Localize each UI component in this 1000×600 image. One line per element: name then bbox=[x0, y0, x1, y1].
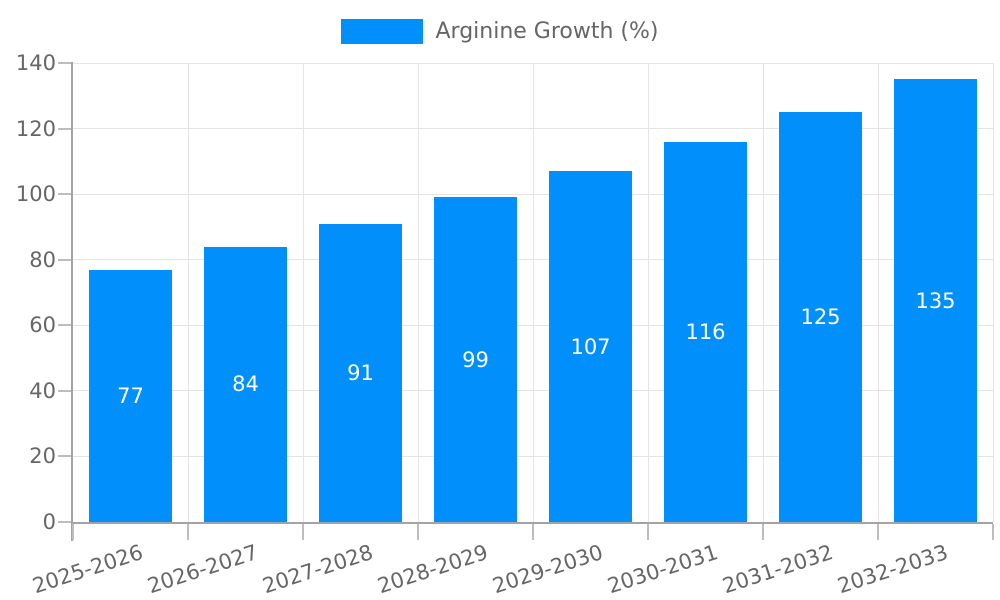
bar bbox=[664, 141, 747, 522]
x-tick-label: 2028-2029 bbox=[374, 540, 491, 599]
y-tick-label: 100 bbox=[15, 182, 56, 207]
x-tick bbox=[992, 524, 994, 540]
x-gridline bbox=[532, 63, 534, 522]
x-gridline bbox=[647, 63, 649, 522]
bar bbox=[89, 269, 172, 522]
bar-value-label: 77 bbox=[117, 383, 144, 408]
x-tick bbox=[532, 524, 534, 540]
y-tick bbox=[58, 324, 71, 327]
y-tick bbox=[58, 127, 71, 130]
bar bbox=[894, 79, 977, 522]
x-gridline bbox=[187, 63, 189, 522]
bar-value-label: 116 bbox=[685, 319, 726, 344]
x-gridline bbox=[877, 63, 879, 522]
y-tick-label: 20 bbox=[29, 444, 56, 469]
legend-label: Arginine Growth (%) bbox=[435, 19, 659, 44]
legend-item[interactable]: Arginine Growth (%) bbox=[341, 19, 659, 44]
y-tick bbox=[58, 62, 71, 64]
y-tick bbox=[58, 389, 71, 392]
y-tick bbox=[58, 258, 71, 261]
bar-value-label: 84 bbox=[232, 372, 259, 397]
x-tick bbox=[302, 524, 304, 540]
x-gridline bbox=[302, 63, 304, 522]
x-gridline bbox=[762, 63, 764, 522]
bar-value-label: 99 bbox=[462, 347, 489, 372]
x-tick-label: 2027-2028 bbox=[259, 540, 376, 599]
bar-value-label: 125 bbox=[800, 305, 841, 330]
x-tick-label: 2031-2032 bbox=[719, 540, 836, 599]
y-axis-line bbox=[71, 62, 73, 541]
x-tick bbox=[417, 524, 419, 540]
bar bbox=[549, 171, 632, 522]
x-tick bbox=[762, 524, 764, 540]
x-tick bbox=[187, 524, 189, 540]
bar bbox=[204, 246, 287, 522]
bar bbox=[779, 112, 862, 522]
y-tick-label: 40 bbox=[29, 378, 56, 403]
y-tick-label: 0 bbox=[42, 510, 56, 534]
y-tick-label: 120 bbox=[15, 116, 56, 141]
y-tick bbox=[58, 193, 71, 196]
y-tick bbox=[58, 521, 71, 523]
y-tick-label: 140 bbox=[15, 51, 56, 75]
bar-value-label: 135 bbox=[915, 288, 956, 313]
x-tick-label: 2026-2027 bbox=[144, 540, 261, 599]
x-gridline bbox=[417, 63, 419, 522]
y-tick-label: 60 bbox=[29, 313, 56, 338]
bar bbox=[434, 197, 517, 522]
x-gridline bbox=[992, 63, 994, 522]
bar-value-label: 107 bbox=[570, 334, 611, 359]
x-tick bbox=[877, 524, 879, 540]
legend: Arginine Growth (%) bbox=[0, 19, 1000, 44]
x-tick-label: 2032-2033 bbox=[834, 540, 951, 599]
x-tick-label: 2025-2026 bbox=[29, 540, 146, 599]
x-axis-line bbox=[71, 522, 993, 524]
bar bbox=[319, 223, 402, 522]
x-tick-label: 2030-2031 bbox=[604, 540, 721, 599]
x-tick-label: 2029-2030 bbox=[489, 540, 606, 599]
x-tick bbox=[72, 524, 74, 540]
y-tick-label: 80 bbox=[29, 247, 56, 272]
x-tick bbox=[647, 524, 649, 540]
legend-swatch-icon bbox=[341, 19, 424, 44]
y-tick bbox=[58, 455, 71, 458]
bar-value-label: 91 bbox=[347, 360, 374, 385]
